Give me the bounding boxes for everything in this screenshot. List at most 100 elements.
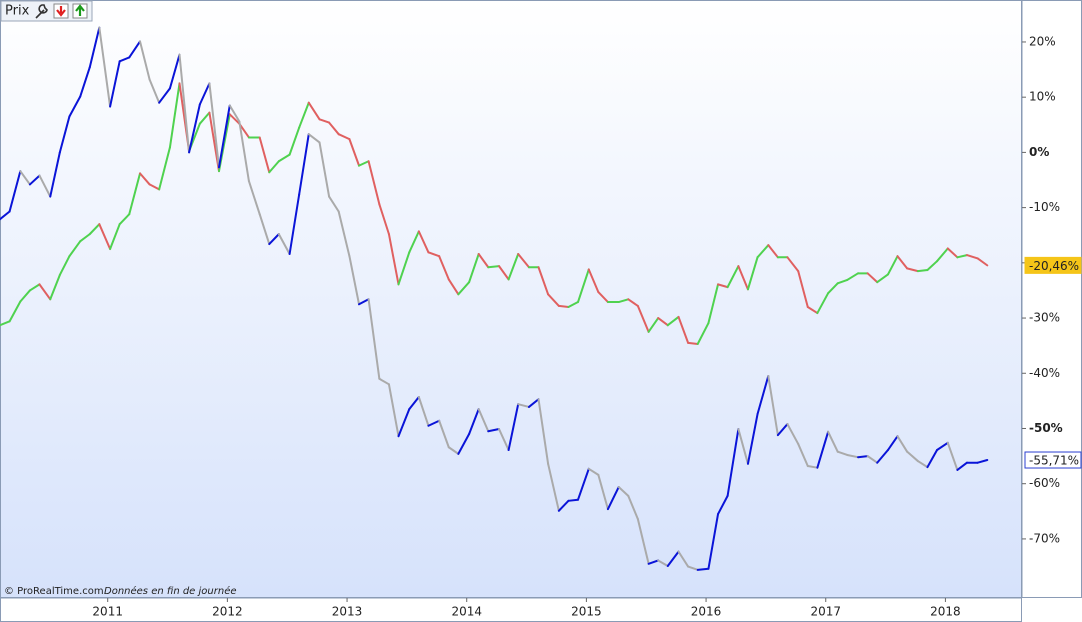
line-segment xyxy=(367,298,381,380)
line-segment xyxy=(756,375,770,416)
line-segment xyxy=(606,486,620,511)
line-segment xyxy=(836,450,849,456)
line-segment xyxy=(846,453,860,459)
footer-credit: © ProRealTime.com xyxy=(4,586,104,597)
line-segment xyxy=(657,559,669,567)
line-segment xyxy=(38,174,52,198)
line-segment xyxy=(507,252,520,281)
line-segment xyxy=(58,255,71,276)
line-segment xyxy=(687,341,699,346)
line-segment xyxy=(946,441,959,471)
plot-area xyxy=(0,0,1022,598)
line-segment xyxy=(447,446,460,455)
line-segment xyxy=(806,306,819,315)
line-segment xyxy=(737,428,749,465)
y-tick-label: -10% xyxy=(1029,200,1060,214)
line-segment xyxy=(916,460,929,469)
settings-icon[interactable] xyxy=(35,4,48,19)
line-segment xyxy=(827,430,839,453)
y-axis-area xyxy=(1021,0,1082,598)
line-segment xyxy=(58,115,71,154)
line-segment xyxy=(696,567,710,571)
line-segment xyxy=(98,26,112,108)
x-tick-label: 2014 xyxy=(451,605,482,619)
line-segment xyxy=(477,252,490,269)
line-segment xyxy=(597,291,609,304)
line-segment xyxy=(547,462,560,512)
line-segment xyxy=(218,104,231,169)
line-segment xyxy=(866,272,879,284)
line-segment xyxy=(188,103,201,154)
line-segment xyxy=(717,494,729,516)
line-segment xyxy=(857,455,869,459)
line-segment xyxy=(726,428,740,497)
line-segment xyxy=(337,133,351,141)
y-tick-label: -70% xyxy=(1029,531,1060,545)
x-tick-label: 2013 xyxy=(332,605,363,619)
last-value-box xyxy=(1024,451,1082,469)
line-segment xyxy=(816,430,830,469)
header: Prix xyxy=(0,0,93,22)
y-tick-label: 10% xyxy=(1029,90,1056,104)
line-segment xyxy=(277,233,291,255)
x-tick-label: 2017 xyxy=(810,605,841,619)
y-tick-label: -60% xyxy=(1029,476,1060,490)
line-segment xyxy=(128,172,142,216)
line-segment xyxy=(367,160,381,206)
up-arrow xyxy=(75,4,85,16)
line-segment xyxy=(387,383,400,438)
line-segment xyxy=(468,252,480,284)
line-segment xyxy=(417,396,430,427)
line-segment xyxy=(866,455,879,464)
line-segment xyxy=(277,153,291,163)
line-segment xyxy=(587,268,600,294)
line-segment xyxy=(228,113,241,125)
line-segment xyxy=(886,255,899,276)
line-segment xyxy=(687,565,699,571)
line-segment xyxy=(707,513,720,570)
y-tick-label: -30% xyxy=(1029,311,1060,325)
line-segment xyxy=(238,120,250,183)
line-segment xyxy=(118,56,131,63)
y-tick-label: -50% xyxy=(1029,421,1063,435)
y-tick-label: -40% xyxy=(1029,366,1060,380)
line-segment xyxy=(247,180,261,216)
line-segment xyxy=(337,210,351,258)
line-segment xyxy=(537,266,550,296)
header-label: Prix xyxy=(5,4,30,19)
line-segment xyxy=(28,174,41,186)
line-segment xyxy=(767,244,779,259)
line-segment xyxy=(498,265,510,281)
line-segment xyxy=(318,118,331,124)
line-segment xyxy=(965,254,979,260)
line-segment xyxy=(447,278,460,296)
line-segment xyxy=(786,423,800,445)
line-segment xyxy=(397,408,411,438)
line-segment xyxy=(547,293,560,307)
line-segment xyxy=(288,193,301,255)
y-tick-label: 20% xyxy=(1029,34,1056,48)
line-segment xyxy=(28,283,41,292)
line-segment xyxy=(896,435,909,453)
line-segment xyxy=(767,375,779,437)
line-segment xyxy=(38,283,52,301)
line-segment xyxy=(487,428,501,433)
line-segment xyxy=(737,265,749,291)
line-segment xyxy=(427,419,441,427)
line-segment xyxy=(19,170,31,186)
line-segment xyxy=(208,82,220,169)
line-segment xyxy=(328,195,340,213)
line-segment xyxy=(417,230,430,254)
line-segment xyxy=(746,413,759,465)
line-segment xyxy=(936,441,949,452)
line-segment xyxy=(487,265,501,269)
line-segment xyxy=(348,255,361,306)
line-segment xyxy=(896,255,909,270)
line-segment xyxy=(507,403,520,452)
line-segment xyxy=(348,138,361,167)
line-segment xyxy=(617,298,630,304)
line-segment xyxy=(797,442,809,468)
line-segment xyxy=(139,40,151,81)
line-segment xyxy=(976,257,989,267)
line-segment xyxy=(268,160,280,174)
